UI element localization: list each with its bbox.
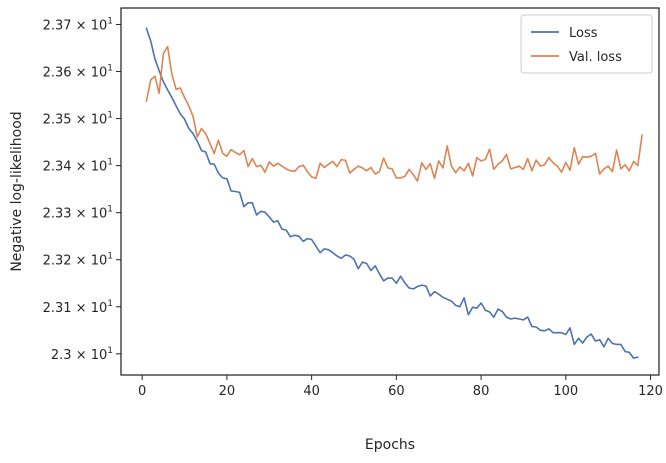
- y-tick-label: 2.36 × 101: [43, 64, 113, 81]
- y-tick-label: 2.32 × 101: [43, 252, 113, 269]
- series-layer: [145, 27, 643, 359]
- legend: Loss Val. loss: [520, 14, 653, 74]
- x-tick-label: 100: [553, 384, 578, 399]
- series-line-val-loss: [145, 45, 643, 182]
- plot-frame: [120, 7, 660, 376]
- legend-label-loss: Loss: [569, 26, 598, 41]
- legend-box: [520, 14, 653, 74]
- y-axis: 2.3 × 101 2.31 × 101 2.32 × 101 2.33 × 101 2…: [43, 16, 121, 363]
- y-tick-label: 2.35 × 101: [43, 111, 113, 128]
- series-line-loss: [145, 27, 639, 359]
- x-axis-label: Epochs: [365, 437, 415, 453]
- legend-label-val-loss: Val. loss: [569, 50, 622, 65]
- x-tick-label: 60: [388, 384, 405, 399]
- x-tick-label: 40: [303, 384, 320, 399]
- x-tick-label: 120: [638, 384, 663, 399]
- x-tick-label: 0: [138, 384, 146, 399]
- x-tick-label: 20: [219, 384, 236, 399]
- x-tick-label: 80: [473, 384, 490, 399]
- y-tick-label: 2.34 × 101: [43, 158, 113, 175]
- y-tick-label: 2.31 × 101: [43, 299, 113, 316]
- y-tick-label: 2.33 × 101: [43, 205, 113, 222]
- y-tick-label: 2.37 × 101: [43, 16, 113, 33]
- y-axis-label: Negative log-likelihood: [9, 111, 25, 271]
- x-axis: 0 20 40 60 80 100 120: [138, 375, 663, 399]
- y-tick-label: 2.3 × 101: [51, 346, 113, 363]
